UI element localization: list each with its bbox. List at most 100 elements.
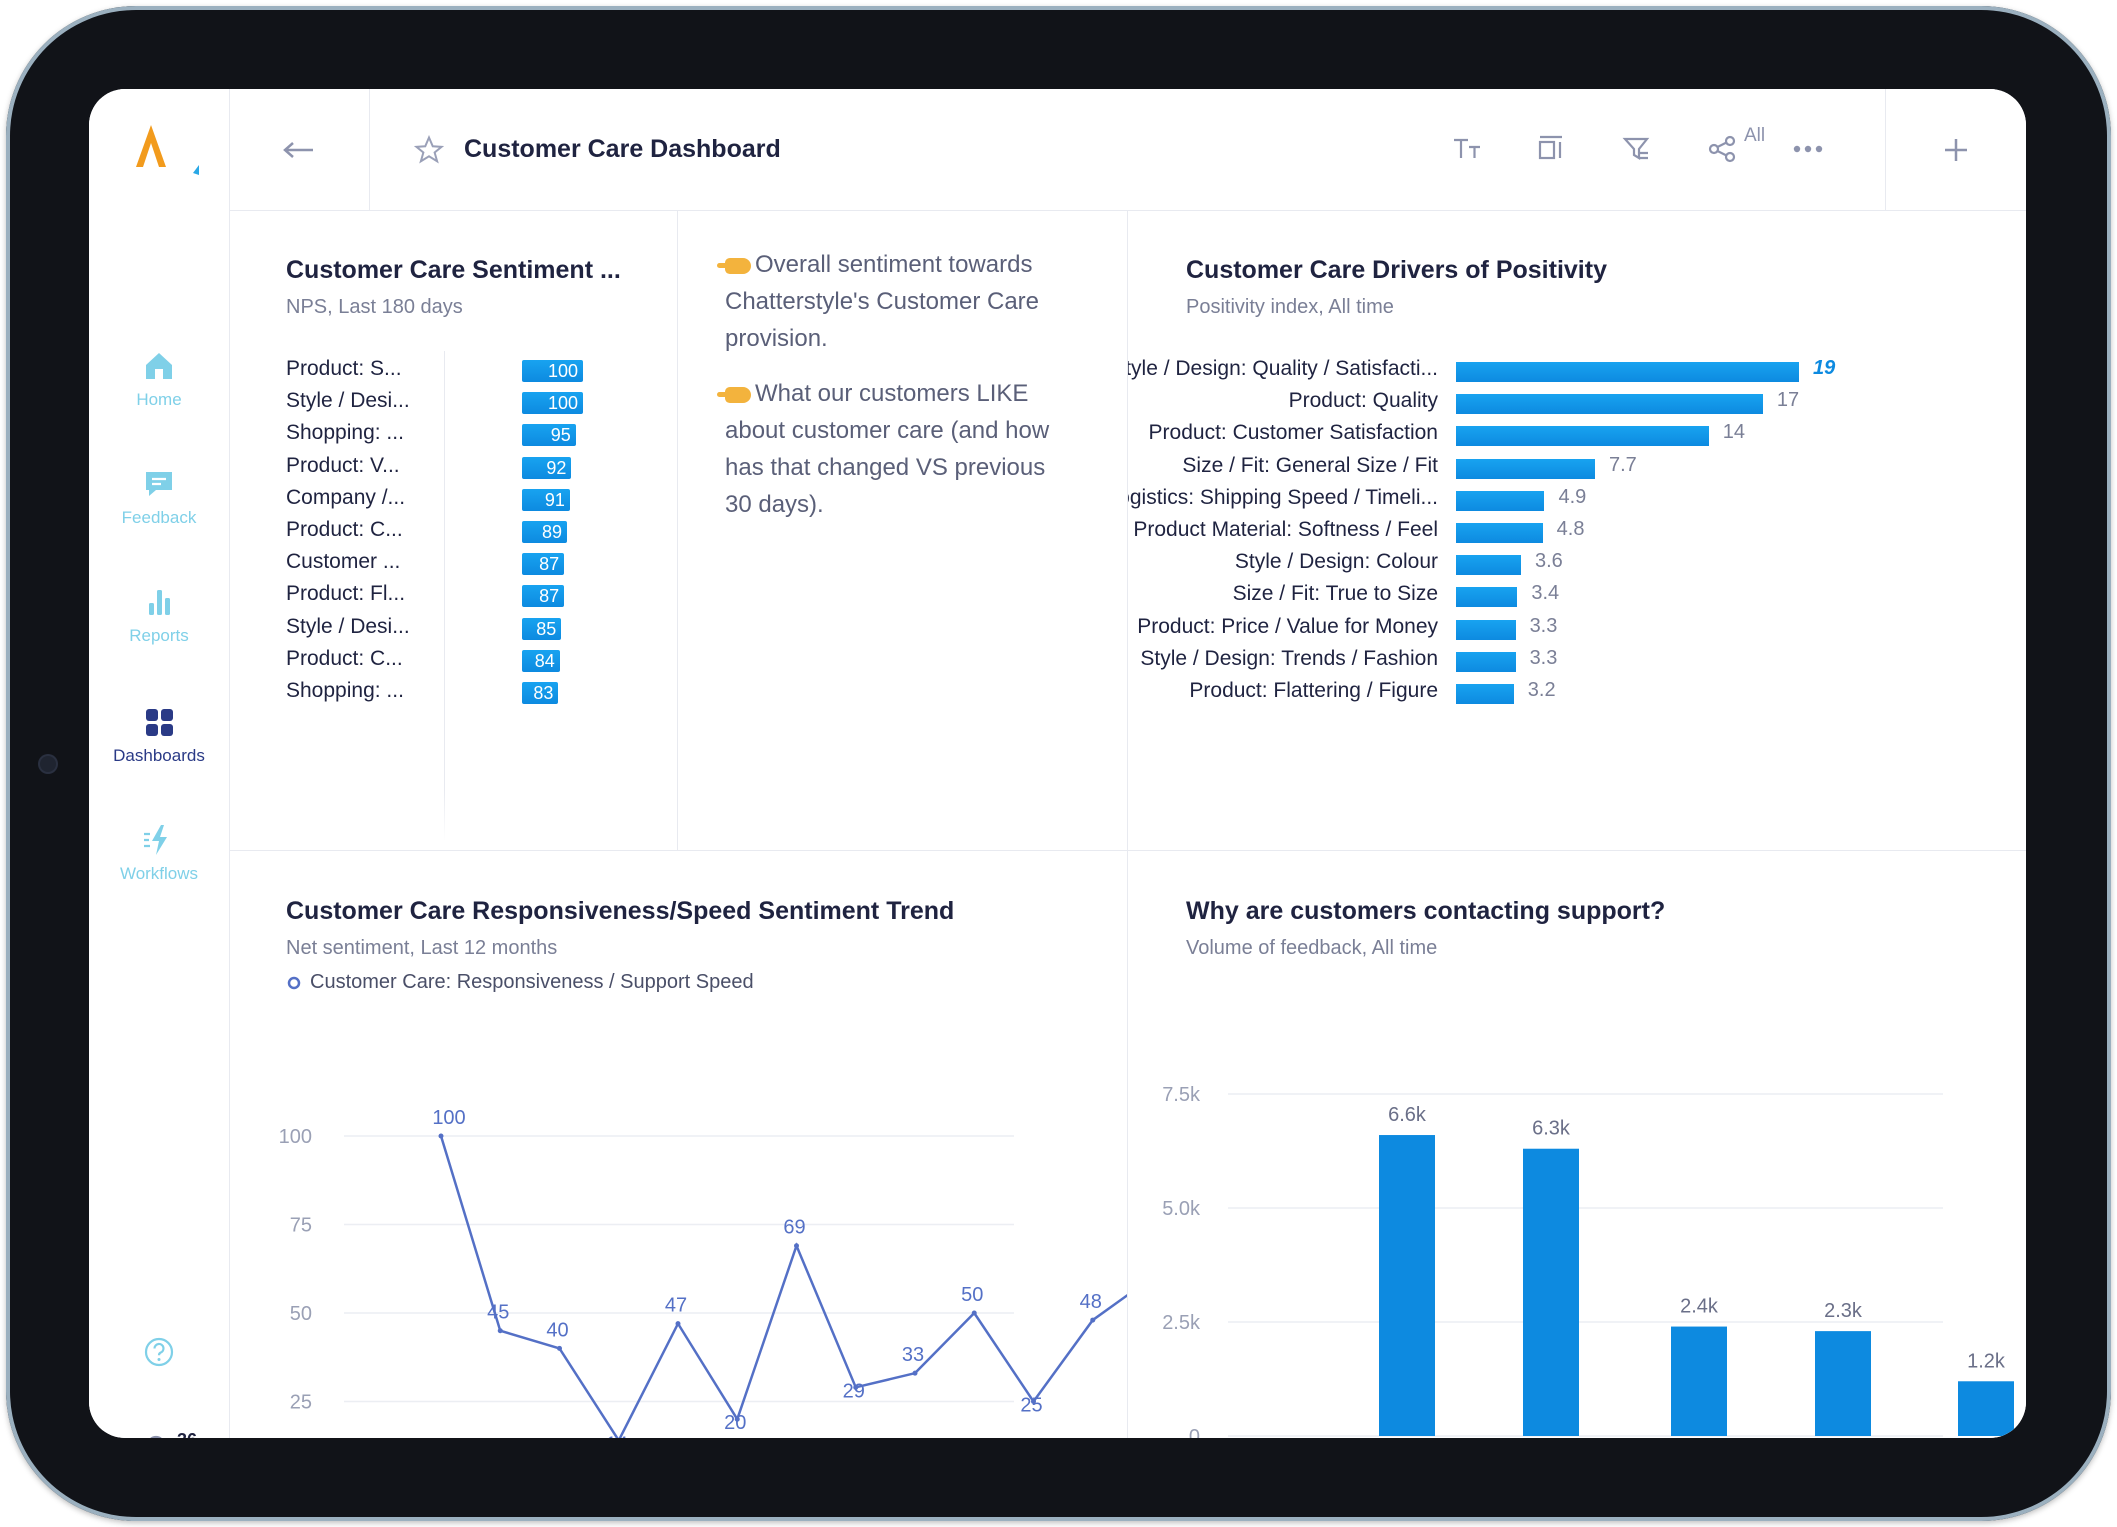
sentiment-row[interactable]: Customer ... 87 [286, 550, 616, 580]
sentiment-row[interactable]: Product: C... 89 [286, 518, 616, 548]
bar [1958, 1381, 2014, 1436]
driver-row-label: Size / Fit: General Size / Fit [1182, 453, 1438, 477]
divider [677, 210, 678, 851]
sidebar-item-dashboards[interactable]: Dashboards [89, 704, 229, 766]
sidebar-item-label: Dashboards [113, 746, 205, 765]
driver-row[interactable]: Style / Design: Quality / Satisfacti... 1… [1128, 357, 1948, 387]
driver-row[interactable]: Size / Fit: General Size / Fit 7.7 [1128, 454, 1948, 484]
sentiment-row-label: Customer ... [286, 550, 401, 574]
driver-value: 17 [1776, 389, 1800, 412]
driver-row-label: Product: Customer Satisfaction [1148, 421, 1438, 445]
y-tick-label: 5.0k [1162, 1198, 1201, 1220]
divider [230, 850, 2026, 851]
share-icon [1708, 135, 1736, 163]
panel-subtitle: Positivity index, All time [1186, 296, 1394, 318]
driver-value: 3.4 [1531, 582, 1560, 605]
more-button[interactable] [1786, 127, 1830, 171]
driver-value: 3.3 [1529, 646, 1558, 669]
driver-row[interactable]: Product: Quality 17 [1128, 389, 1948, 419]
sentiment-row-label: Company /... [286, 485, 406, 509]
driver-row[interactable]: Product Material: Softness / Feel 4.8 [1128, 518, 1948, 548]
sentiment-bar: 95 [522, 424, 576, 447]
data-label: 2.3k [1824, 1300, 1863, 1322]
driver-row[interactable]: Style / Design: Trends / Fashion 3.3 [1128, 647, 1948, 677]
series-line [439, 1135, 1127, 1438]
driver-row[interactable]: Product: Flattering / Figure 3.2 [1128, 679, 1948, 709]
sentiment-row[interactable]: Company /... 91 [286, 486, 616, 516]
data-point [1031, 1399, 1036, 1404]
legend-marker [287, 976, 301, 990]
y-tick-label: 25 [290, 1392, 312, 1414]
data-label: 100 [432, 1107, 465, 1129]
driver-row-label: Style / Design: Colour [1234, 550, 1438, 574]
driver-value: 3.6 [1534, 550, 1563, 573]
panel-title: Why are customers contacting support? [1186, 897, 1666, 925]
back-button[interactable] [229, 89, 370, 210]
sentiment-row[interactable]: Product: Fl... 87 [286, 582, 616, 612]
data-point [971, 1310, 977, 1316]
driver-row[interactable]: Logistics: Shipping Speed / Timeli... 4.9 [1128, 486, 1948, 516]
help-icon[interactable] [142, 1335, 176, 1369]
data-point [912, 1370, 918, 1376]
sentiment-row[interactable]: Shopping: ... 83 [286, 679, 616, 709]
data-point [794, 1243, 799, 1249]
sentiment-row[interactable]: Product: C... 84 [286, 647, 616, 677]
sentiment-row[interactable]: Shopping: ... 95 [286, 421, 616, 451]
data-label: 6.3k [1532, 1118, 1571, 1140]
driver-bar [1456, 362, 1799, 382]
home-icon [146, 353, 172, 379]
driver-row-label: Product: Quality [1288, 389, 1438, 413]
camera-dot [40, 756, 56, 772]
share-scope-label[interactable]: All [1744, 125, 1766, 146]
sidebar-item-home[interactable]: Home [89, 348, 229, 410]
logo-box [89, 89, 230, 210]
sidebar-item-feedback[interactable]: Feedback [89, 466, 229, 528]
text-size-icon [1454, 138, 1480, 158]
sentiment-row-label: Shopping: ... [286, 421, 404, 445]
bell-icon[interactable] [139, 1430, 173, 1438]
sentiment-row[interactable]: Product: S... 100 [286, 357, 616, 387]
sentiment-bar: 100 [522, 360, 583, 382]
data-label: 29 [843, 1380, 865, 1402]
y-tick-label: 7.5k [1162, 1084, 1201, 1106]
text-size-button[interactable] [1445, 127, 1489, 171]
filter-button[interactable] [1615, 127, 1659, 171]
sentiment-row-label: Style / Desi... [286, 389, 410, 413]
driver-row[interactable]: Size / Fit: True to Size 3.4 [1128, 582, 1948, 612]
sentiment-row-label: Product: C... [286, 518, 403, 541]
legend-label[interactable]: Customer Care: Responsiveness / Support … [310, 971, 754, 993]
app-screen: Customer Care Dashboard [89, 89, 2026, 1438]
pointing-hand-icon [717, 386, 751, 403]
driver-row[interactable]: Product: Customer Satisfaction 14 [1128, 421, 1948, 451]
sentiment-row-label: Product: Fl... [286, 582, 406, 606]
sidebar-item-workflows[interactable]: Workflows [89, 822, 229, 884]
data-point [734, 1416, 740, 1422]
bar [1815, 1331, 1871, 1436]
driver-value: 14 [1722, 421, 1745, 444]
driver-value: 7.7 [1609, 453, 1637, 476]
sidebar-item-reports[interactable]: Reports [89, 584, 229, 646]
share-button[interactable] [1700, 127, 1744, 171]
page-title: Customer Care Dashboard [464, 135, 781, 163]
layout-button[interactable] [1529, 127, 1573, 171]
sentiment-row[interactable]: Product: V... 92 [286, 454, 616, 484]
driver-row[interactable]: Product: Price / Value for Money 3.3 [1128, 615, 1948, 645]
filter-icon [1622, 137, 1650, 160]
driver-row[interactable]: Style / Design: Colour 3.6 [1128, 550, 1948, 580]
sentiment-bar: 84 [522, 649, 560, 672]
star-icon[interactable] [414, 134, 444, 165]
driver-value: 4.8 [1556, 518, 1585, 540]
data-point [1090, 1317, 1096, 1323]
sentiment-row[interactable]: Style / Desi... 100 [286, 389, 616, 419]
trend-chart: 1007550250JulSepNov2024MarMay10045401447… [279, 1107, 1127, 1438]
contact-chart: 7.5k5.0k2.5k06.6kLogistics6.3kProduct2.4… [1162, 1084, 2014, 1438]
top-bar: Customer Care Dashboard [89, 89, 2026, 211]
grid-icon [146, 709, 173, 736]
divider [1127, 210, 1128, 1438]
add-button[interactable] [1885, 89, 2026, 210]
driver-bar [1456, 394, 1763, 415]
sentiment-row[interactable]: Style / Desi... 85 [286, 615, 616, 645]
bolt-icon [144, 825, 167, 855]
sentiment-bar: 100 [522, 392, 583, 415]
driver-bar [1456, 555, 1521, 576]
